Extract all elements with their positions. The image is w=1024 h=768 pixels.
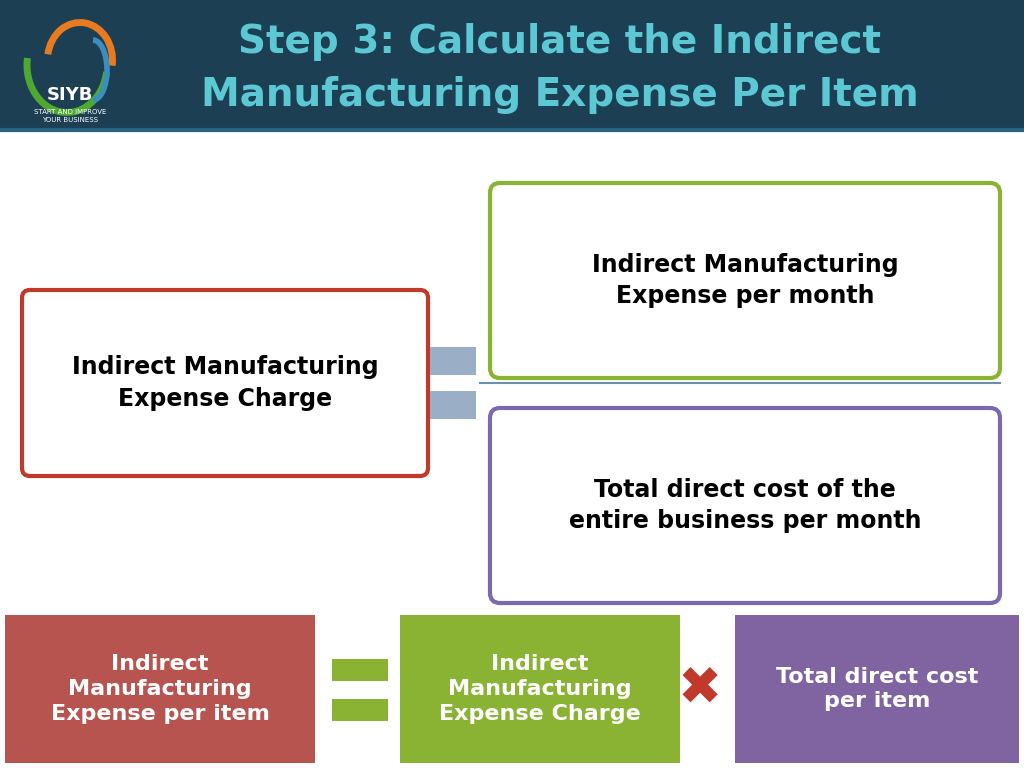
Text: ✖: ✖ xyxy=(678,663,722,715)
FancyBboxPatch shape xyxy=(490,183,1000,378)
Text: Total direct cost
per item: Total direct cost per item xyxy=(776,667,978,711)
Bar xyxy=(430,347,476,375)
Text: YOUR BUSINESS: YOUR BUSINESS xyxy=(42,117,98,123)
Bar xyxy=(5,615,315,763)
Text: Total direct cost of the
entire business per month: Total direct cost of the entire business… xyxy=(568,478,922,533)
Text: SIYB: SIYB xyxy=(47,86,93,104)
Text: Manufacturing Expense Per Item: Manufacturing Expense Per Item xyxy=(201,76,919,114)
Text: Indirect Manufacturing
Expense per month: Indirect Manufacturing Expense per month xyxy=(592,253,898,308)
Bar xyxy=(332,699,388,721)
Bar xyxy=(0,130,1024,613)
Text: Indirect Manufacturing
Expense Charge: Indirect Manufacturing Expense Charge xyxy=(72,355,378,411)
Bar xyxy=(400,615,680,763)
Text: Step 3: Calculate the Indirect: Step 3: Calculate the Indirect xyxy=(239,23,882,61)
Text: START AND IMPROVE: START AND IMPROVE xyxy=(34,109,106,115)
FancyBboxPatch shape xyxy=(22,290,428,476)
Bar xyxy=(430,391,476,419)
Bar xyxy=(0,0,1024,130)
Text: Indirect
Manufacturing
Expense Charge: Indirect Manufacturing Expense Charge xyxy=(439,654,641,723)
FancyBboxPatch shape xyxy=(490,408,1000,603)
Bar xyxy=(735,615,1019,763)
Bar xyxy=(332,659,388,681)
Text: Indirect
Manufacturing
Expense per item: Indirect Manufacturing Expense per item xyxy=(50,654,269,723)
